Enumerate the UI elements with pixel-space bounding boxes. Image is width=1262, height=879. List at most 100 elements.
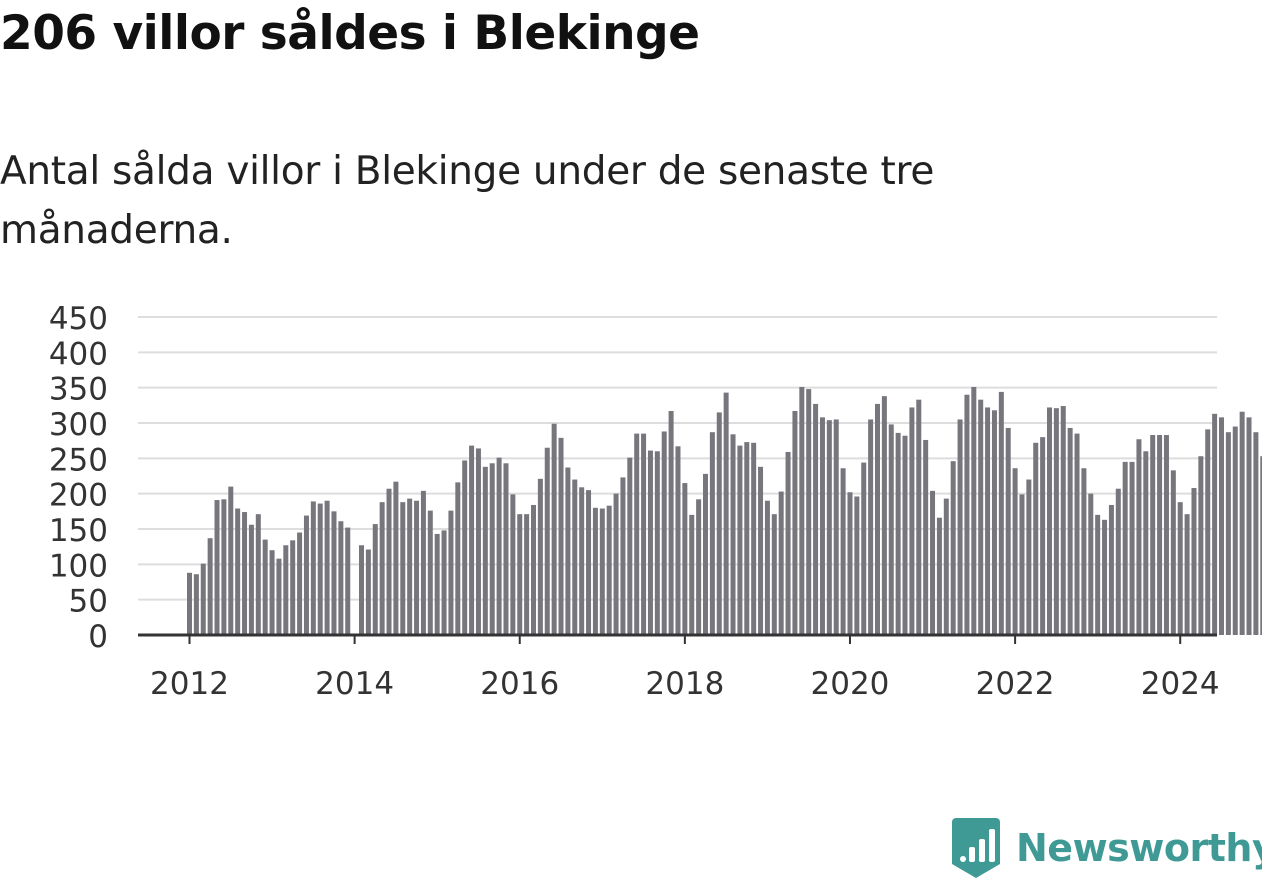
newsworthy-logo[interactable]: Newsworthy <box>952 818 1262 878</box>
bar <box>902 435 908 635</box>
bar <box>496 457 502 635</box>
bar <box>985 407 991 635</box>
x-tick-label: 2020 <box>811 666 890 702</box>
y-tick-label: 400 <box>49 336 108 372</box>
bar <box>1143 451 1149 635</box>
bar <box>641 433 647 635</box>
bar <box>730 434 736 635</box>
bar <box>909 407 915 635</box>
bar <box>840 468 846 635</box>
bar <box>283 545 289 635</box>
bar <box>1205 429 1211 635</box>
bar <box>916 399 922 635</box>
bar <box>393 481 399 635</box>
bar <box>689 514 695 635</box>
bar <box>235 508 241 635</box>
bar <box>1198 456 1204 635</box>
bar <box>599 508 605 635</box>
brand-name: Newsworthy <box>1016 826 1262 870</box>
bar <box>1033 442 1039 635</box>
bar <box>324 500 330 635</box>
bar <box>221 499 227 635</box>
bar <box>703 473 708 635</box>
bar <box>799 386 805 635</box>
bar <box>510 494 516 635</box>
bar <box>1177 502 1183 635</box>
bar <box>297 532 303 635</box>
bar <box>813 403 819 635</box>
y-tick-label: 200 <box>49 478 108 514</box>
bar <box>1170 470 1176 635</box>
bar <box>826 420 832 635</box>
bar <box>778 491 784 635</box>
bar <box>255 514 261 635</box>
bar <box>386 488 392 635</box>
bar <box>1053 408 1059 635</box>
bar <box>586 490 592 635</box>
bar <box>551 423 557 635</box>
bar <box>269 550 275 635</box>
bar <box>764 500 770 635</box>
x-tick-label: 2014 <box>315 666 394 702</box>
bar <box>1129 461 1135 635</box>
bar <box>207 538 213 635</box>
bar <box>503 463 509 635</box>
bar <box>565 467 571 635</box>
bar <box>248 524 254 635</box>
bar <box>744 442 750 635</box>
bar <box>345 527 351 635</box>
bar <box>1088 493 1094 635</box>
bar <box>758 466 764 635</box>
bar <box>228 486 234 635</box>
bar <box>365 549 371 635</box>
bar <box>991 410 997 635</box>
bar <box>613 493 619 635</box>
bar <box>668 410 674 635</box>
bar <box>1095 514 1101 635</box>
bar <box>482 466 488 635</box>
bar <box>517 514 523 635</box>
bar <box>771 514 777 635</box>
y-tick-label: 450 <box>49 301 108 337</box>
bar <box>806 389 812 635</box>
bar <box>998 391 1004 635</box>
y-tick-label: 250 <box>49 442 108 478</box>
bar <box>489 463 495 635</box>
bar <box>407 498 413 635</box>
bar <box>1047 407 1052 635</box>
bar <box>634 433 640 635</box>
bar <box>881 396 887 635</box>
bar <box>1232 426 1238 635</box>
bar <box>434 533 440 635</box>
bar <box>1157 435 1163 635</box>
bar <box>627 457 633 635</box>
bar <box>290 540 296 635</box>
bar <box>544 447 550 635</box>
y-tick-label: 150 <box>49 513 108 549</box>
bar <box>716 412 722 635</box>
bar <box>1239 411 1245 635</box>
bar <box>854 496 860 635</box>
bar <box>1246 417 1252 635</box>
bar <box>592 507 598 635</box>
bar <box>427 510 433 635</box>
bar <box>1026 479 1032 635</box>
bar <box>331 511 337 635</box>
x-tick-label: 2024 <box>1141 666 1220 702</box>
bar <box>709 432 715 635</box>
bar <box>1067 427 1073 635</box>
bar <box>1102 519 1108 635</box>
y-tick-label: 0 <box>88 619 108 655</box>
bar <box>923 439 929 635</box>
x-tick-label: 2012 <box>150 666 229 702</box>
bar <box>723 392 729 635</box>
bar <box>930 490 936 635</box>
bar <box>303 515 309 635</box>
bar <box>957 419 963 635</box>
bar <box>400 502 406 635</box>
bar <box>1012 468 1018 635</box>
y-tick-label: 350 <box>49 372 108 408</box>
bar <box>242 512 248 635</box>
